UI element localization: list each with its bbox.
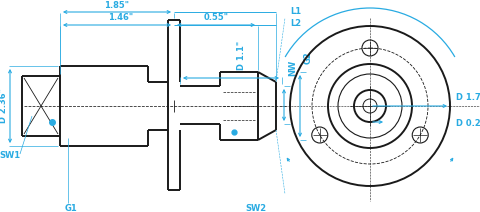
- Text: D 1.1": D 1.1": [238, 41, 247, 70]
- Text: G2: G2: [304, 51, 313, 64]
- Text: SW2: SW2: [245, 204, 266, 212]
- Text: L1: L1: [290, 7, 301, 15]
- Text: G1: G1: [65, 204, 78, 212]
- Text: L2: L2: [290, 20, 301, 28]
- Text: 1.46": 1.46": [108, 14, 133, 22]
- Text: 1.85": 1.85": [105, 1, 130, 11]
- Text: D 1.77": D 1.77": [456, 93, 480, 102]
- Text: D 2.36": D 2.36": [0, 89, 9, 123]
- Text: 0.55": 0.55": [204, 14, 228, 22]
- Text: D 0.26": D 0.26": [456, 120, 480, 128]
- Text: NW: NW: [288, 60, 297, 76]
- Text: SW1: SW1: [0, 152, 20, 160]
